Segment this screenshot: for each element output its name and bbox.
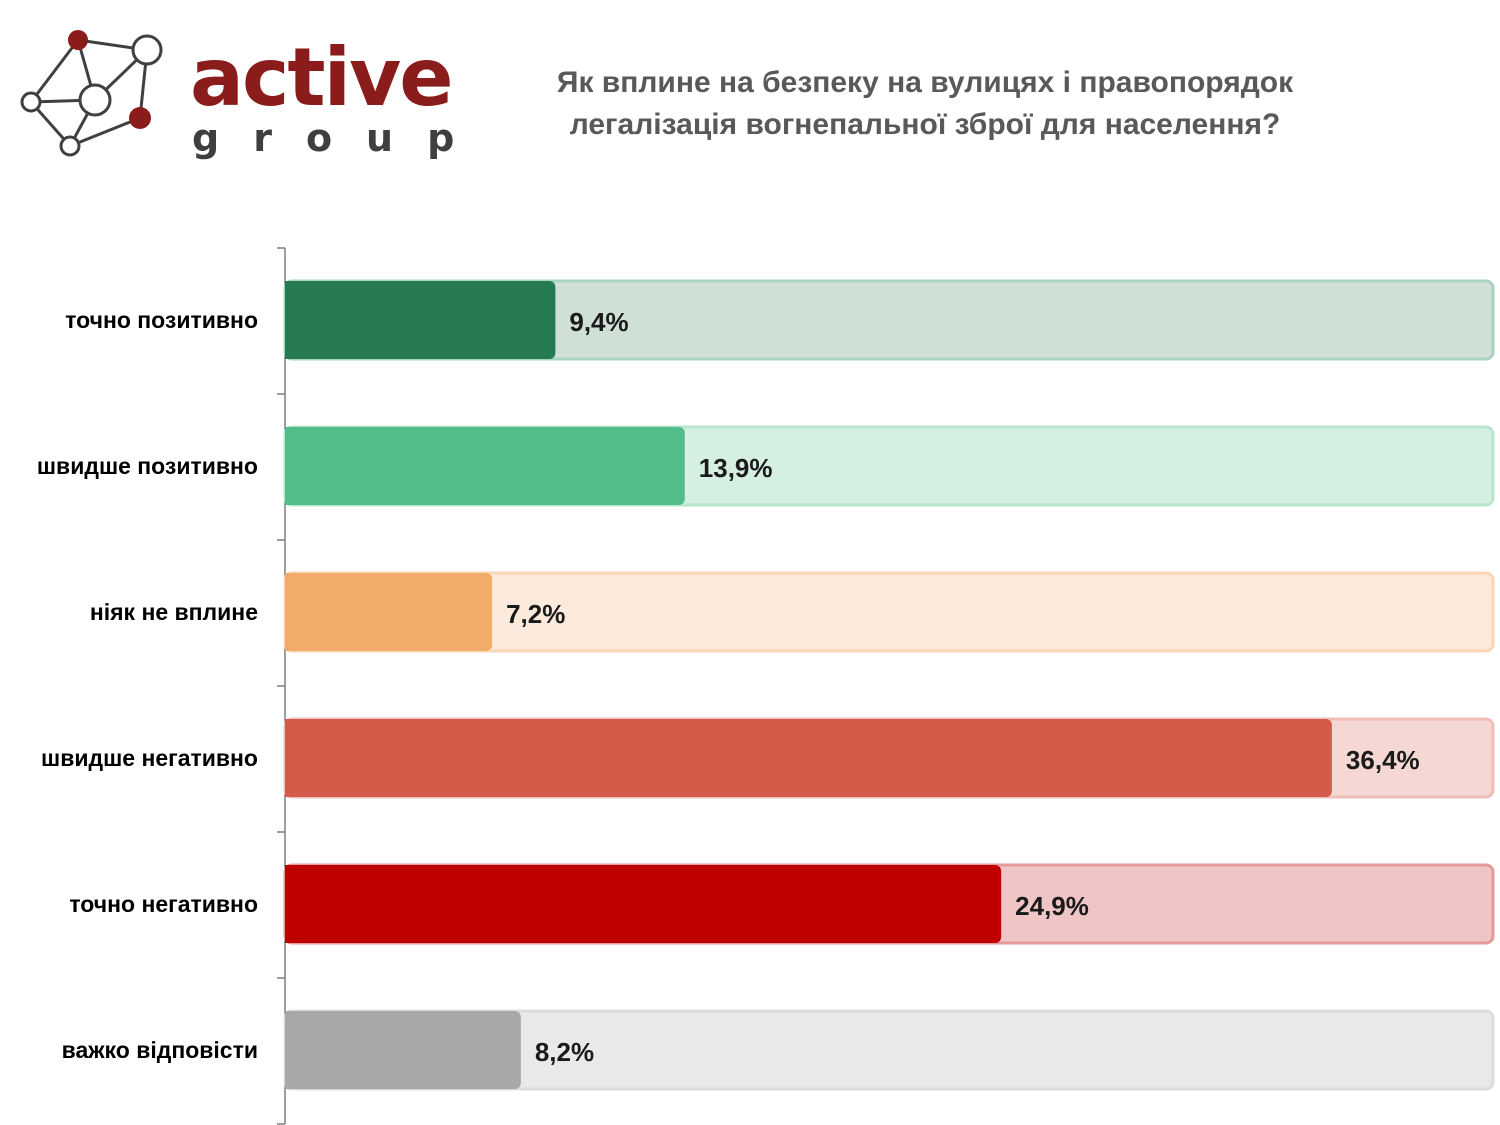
bar	[285, 427, 685, 505]
bar	[285, 1011, 521, 1089]
value-label: 7,2%	[506, 599, 565, 629]
value-label: 24,9%	[1015, 891, 1089, 921]
category-label: точно негативно	[69, 891, 258, 917]
bar-left-edge	[285, 573, 295, 651]
bar-left-edge	[285, 865, 295, 943]
bar-left-edge	[285, 427, 295, 505]
logo-network-icon	[20, 30, 163, 157]
category-label: ніяк не вплине	[90, 599, 258, 625]
chart-title-line-2: легалізація вогнепальної зброї для насел…	[569, 108, 1281, 141]
value-label: 8,2%	[535, 1037, 594, 1067]
bar	[285, 573, 493, 651]
bar	[285, 865, 1002, 943]
logo-subtitle: group	[192, 116, 489, 160]
bar-left-edge	[285, 281, 295, 359]
bar	[285, 281, 556, 359]
category-label: важко відповісти	[62, 1037, 258, 1063]
value-label: 13,9%	[699, 453, 773, 483]
bar-left-edge	[285, 1011, 295, 1089]
category-label: швидше негативно	[41, 745, 258, 771]
value-label: 36,4%	[1346, 745, 1420, 775]
category-label: точно позитивно	[65, 307, 258, 333]
bar	[285, 719, 1332, 797]
logo-wordmark: active	[190, 31, 453, 124]
logo: active group	[14, 22, 454, 172]
value-label: 9,4%	[569, 307, 628, 337]
bar-left-edge	[285, 719, 295, 797]
chart-title-line-1: Як вплине на безпеку на вулицях і правоп…	[556, 66, 1294, 99]
chart-title: Як вплине на безпеку на вулицях і правоп…	[500, 62, 1350, 146]
category-label: швидше позитивно	[37, 453, 258, 479]
